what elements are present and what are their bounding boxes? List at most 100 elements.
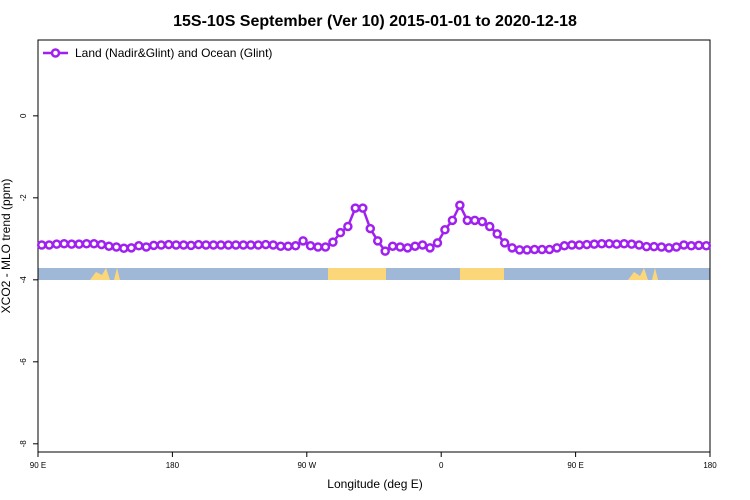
x-tick-label: 180: [703, 461, 717, 470]
data-point: [126, 243, 137, 253]
data-point: [410, 241, 420, 251]
data-point: [66, 239, 77, 249]
data-point: [246, 240, 256, 250]
data-point: [522, 245, 532, 255]
y-tick-label: -8: [19, 440, 28, 448]
data-point: [537, 244, 547, 255]
data-point: [582, 239, 592, 250]
data-point: [111, 242, 122, 252]
data-point: [656, 242, 667, 252]
data-point: [104, 241, 114, 251]
data-point: [148, 240, 159, 251]
data-point: [283, 241, 293, 251]
data-point: [178, 240, 189, 250]
data-point: [596, 238, 607, 249]
y-tick-label: -6: [19, 358, 28, 366]
data-point: [231, 240, 241, 250]
data-point: [694, 240, 704, 251]
data-point: [253, 240, 264, 250]
y-axis-label: XCO2 - MLO trend (ppm): [0, 179, 13, 314]
data-point: [440, 225, 450, 235]
data-point: [499, 238, 510, 248]
data-point: [462, 215, 473, 226]
x-axis-label: Longitude (deg E): [327, 477, 422, 491]
data-point: [544, 244, 555, 255]
data-point: [335, 227, 346, 238]
data-point: [671, 242, 682, 252]
data-point: [619, 238, 629, 249]
x-tick-label: 90 W: [297, 461, 316, 470]
data-point: [163, 239, 174, 250]
data-point: [156, 240, 166, 250]
data-point: [313, 242, 323, 252]
x-tick-label: 90 E: [30, 461, 46, 470]
y-tick-label: -4: [19, 276, 28, 284]
data-point: [492, 229, 502, 239]
data-point: [208, 240, 219, 250]
data-point: [365, 223, 376, 234]
data-point: [484, 221, 495, 232]
data-point: [74, 239, 84, 249]
legend-label: Land (Nadir&Glint) and Ocean (Glint): [75, 46, 272, 60]
data-point: [290, 241, 301, 251]
data-point: [96, 239, 107, 250]
data-point: [141, 242, 152, 252]
data-point: [343, 221, 353, 232]
data-point: [567, 240, 577, 250]
data-point: [559, 241, 570, 251]
data-point: [223, 240, 234, 250]
data-point: [36, 240, 47, 250]
data-point: [358, 203, 368, 213]
data-point: [402, 243, 413, 253]
data-point: [59, 238, 69, 249]
data-point: [679, 240, 689, 250]
data-point: [626, 239, 637, 249]
data-point: [701, 241, 712, 251]
data-point: [514, 245, 525, 255]
data-point: [298, 236, 308, 246]
data-point: [193, 239, 204, 250]
x-tick-label: 0: [439, 461, 444, 470]
data-point: [268, 240, 278, 250]
data-point: [275, 241, 286, 251]
data-point: [477, 216, 488, 227]
x-tick-label: 90 E: [567, 461, 583, 470]
land-ocean-strip: [38, 268, 710, 280]
data-point: [604, 238, 614, 249]
data-point: [44, 240, 54, 250]
data-point: [611, 239, 622, 249]
data-point: [387, 241, 398, 251]
data-point: [589, 239, 600, 249]
data-point: [328, 237, 338, 247]
data-point: [574, 240, 585, 250]
data-point: [89, 238, 99, 249]
data-point: [350, 203, 361, 213]
data-point: [641, 241, 652, 252]
data-point: [470, 215, 480, 226]
data-point: [216, 240, 226, 250]
data-point: [186, 240, 196, 251]
data-point: [417, 240, 428, 250]
data-point: [507, 243, 517, 253]
data-point: [395, 242, 405, 252]
data-point: [380, 246, 390, 256]
data-point: [51, 239, 62, 249]
data-point: [634, 240, 644, 250]
data-point: [305, 241, 316, 251]
data-point: [238, 240, 249, 250]
data-point: [260, 239, 271, 250]
chart-title: 15S-10S September (Ver 10) 2015-01-01 to…: [173, 13, 577, 30]
data-point: [134, 241, 144, 251]
data-point: [447, 215, 458, 226]
y-tick-label: -2: [19, 194, 28, 202]
data-point: [686, 241, 697, 251]
data-point: [119, 243, 129, 254]
data-point: [529, 244, 540, 255]
data-point: [320, 242, 331, 252]
data-point: [664, 243, 674, 253]
data-point: [455, 200, 465, 210]
data-point: [649, 241, 659, 252]
data-point: [372, 236, 383, 246]
data-point: [171, 240, 181, 250]
data-point: [81, 238, 92, 249]
